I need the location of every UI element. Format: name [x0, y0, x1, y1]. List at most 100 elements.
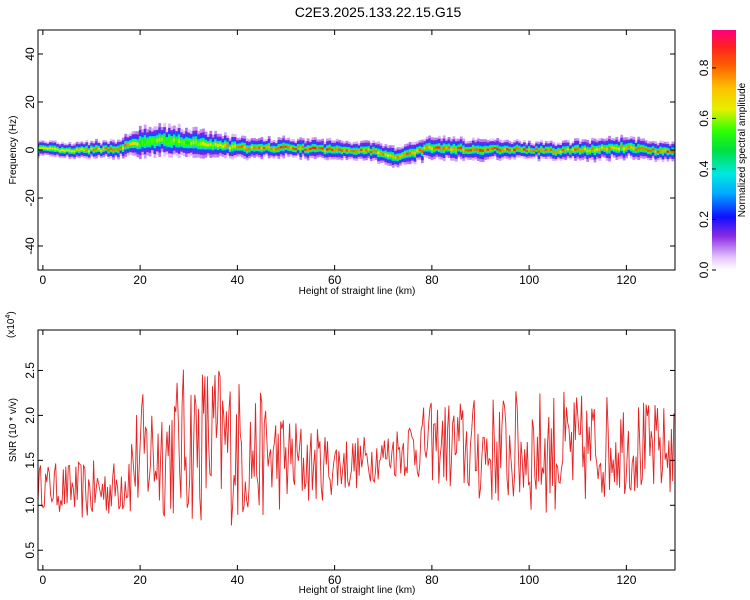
spectrogram-cell	[447, 146, 451, 149]
spectrogram-cell	[311, 146, 315, 150]
spectrogram-cell	[591, 147, 594, 151]
spectrogram-cell	[450, 148, 453, 151]
spectrogram-cell	[326, 148, 329, 151]
spectrogram-cell	[530, 149, 534, 152]
spectrogram-cell	[637, 146, 641, 150]
spectrogram-cell	[236, 146, 239, 149]
spectrogram-cell	[80, 148, 84, 151]
spectrogram-cell	[100, 149, 103, 152]
spectrogram-cell	[625, 146, 628, 150]
spectrogram-cell	[498, 149, 502, 152]
spectrogram-cell	[442, 146, 446, 150]
spectrogram-cell	[243, 145, 247, 149]
spectrogram-cell	[583, 147, 587, 151]
spectrogram-cell	[292, 147, 295, 150]
spectrogram-cell	[189, 141, 193, 145]
spectrogram-cell	[248, 147, 252, 151]
spectrogram-cell	[651, 148, 655, 151]
spectrogram-cell	[506, 148, 509, 151]
spectrogram-cell	[476, 148, 480, 152]
y-tick-label: 20	[23, 95, 37, 109]
x-tick-label: 0	[40, 273, 47, 287]
spectrogram-cell	[537, 150, 541, 153]
spectrogram-cell	[129, 142, 132, 146]
spectrogram-cell	[639, 147, 643, 150]
spectrogram-cell	[85, 148, 89, 151]
spectrogram-cell	[272, 148, 276, 151]
y-tick-label: 2.5	[23, 362, 37, 379]
spectrogram-cell	[287, 146, 291, 149]
spectrogram-cell	[642, 147, 645, 150]
x-tick-label: 120	[616, 573, 636, 587]
spectrogram-cell	[659, 149, 663, 152]
spectrogram-cell	[109, 147, 113, 150]
y-tick-label: 40	[23, 47, 37, 61]
spectrogram-cell	[518, 147, 521, 150]
colorbar-tick-label: 0.0	[697, 261, 711, 278]
spectrogram-cell	[399, 155, 402, 158]
spectrogram-cell	[348, 149, 351, 152]
spectrogram-cell	[355, 149, 359, 153]
snr-panel: 0 20 40 60 80 100 120 0.5 1.0 1.5 2.0 2.5 Height o…	[5, 311, 676, 596]
spectrogram-cell	[474, 148, 478, 151]
spectrogram-cell	[165, 140, 169, 144]
spectrogram-cell	[464, 149, 468, 152]
spectrogram-cell	[134, 141, 137, 145]
spectrogram-cell	[163, 137, 167, 142]
spectrogram-cell	[131, 142, 135, 145]
spectrogram-cell	[350, 150, 354, 152]
spectrogram-cell	[510, 149, 514, 152]
spectrogram-cell	[330, 148, 334, 152]
spectrogram-ridge	[38, 122, 675, 168]
spectrogram-cell	[508, 149, 512, 152]
colorbar-label: Normalized spectral amplitude	[737, 82, 748, 217]
spectrogram-cell	[211, 144, 215, 148]
spectrogram-cell	[578, 149, 582, 153]
spectrogram-cell	[382, 153, 385, 156]
spectrogram-cell	[39, 147, 43, 149]
spectrogram-cell	[613, 146, 616, 150]
spectrogram-cell	[535, 148, 539, 150]
spectrogram-cell	[343, 148, 346, 151]
spectrogram-cell	[472, 147, 475, 151]
spectrogram-panel: 0 20 40 60 80 100 120 40 20 0 -20 -40 Height of st…	[8, 29, 676, 297]
spectrogram-cell	[394, 156, 398, 159]
spectrogram-cell	[416, 149, 419, 152]
snr-y-label: SNR (10 * v/v)	[8, 398, 19, 462]
spectrogram-cell	[245, 148, 249, 151]
spectrogram-cell	[172, 138, 176, 142]
colorbar-scale	[712, 30, 736, 270]
spectrogram-cell	[199, 142, 203, 146]
x-tick-label: 60	[328, 273, 342, 287]
snr-x-ticks: 0 20 40 60 80 100 120	[40, 330, 637, 587]
spectrogram-cell	[406, 152, 410, 156]
spectrogram-cell	[486, 148, 490, 151]
spectrogram-cell	[396, 156, 400, 159]
spectrogram-cell	[143, 139, 147, 144]
spectrogram-cell	[610, 146, 614, 149]
spectrogram-cell	[603, 147, 607, 150]
snr-scale-label: (x104)	[5, 311, 17, 338]
x-tick-label: 100	[519, 573, 539, 587]
spectrogram-cell	[289, 146, 293, 149]
spectrogram-cell	[258, 146, 261, 149]
spectrogram-cell	[270, 148, 274, 151]
spectrogram-cell	[467, 149, 470, 152]
spectrogram-cell	[333, 148, 337, 152]
spectrogram-cell	[114, 148, 118, 151]
spectrogram-cell	[523, 148, 526, 151]
spectrogram-cell	[192, 140, 196, 145]
spectrogram-cell	[102, 147, 106, 150]
spectrogram-cell	[459, 146, 463, 150]
x-tick-label: 80	[425, 573, 439, 587]
spectrogram-cell	[666, 150, 670, 153]
spectrogram-cell	[561, 148, 565, 152]
spectrogram-cell	[306, 148, 310, 151]
spectrogram-cell	[564, 148, 568, 152]
spectrogram-cell	[525, 150, 529, 152]
spectrogram-cell	[87, 150, 91, 153]
spectrogram-cell	[403, 153, 407, 156]
spectrogram-cell	[360, 148, 363, 151]
spectrogram-cell	[542, 149, 546, 152]
spectrogram-cell	[493, 147, 497, 150]
